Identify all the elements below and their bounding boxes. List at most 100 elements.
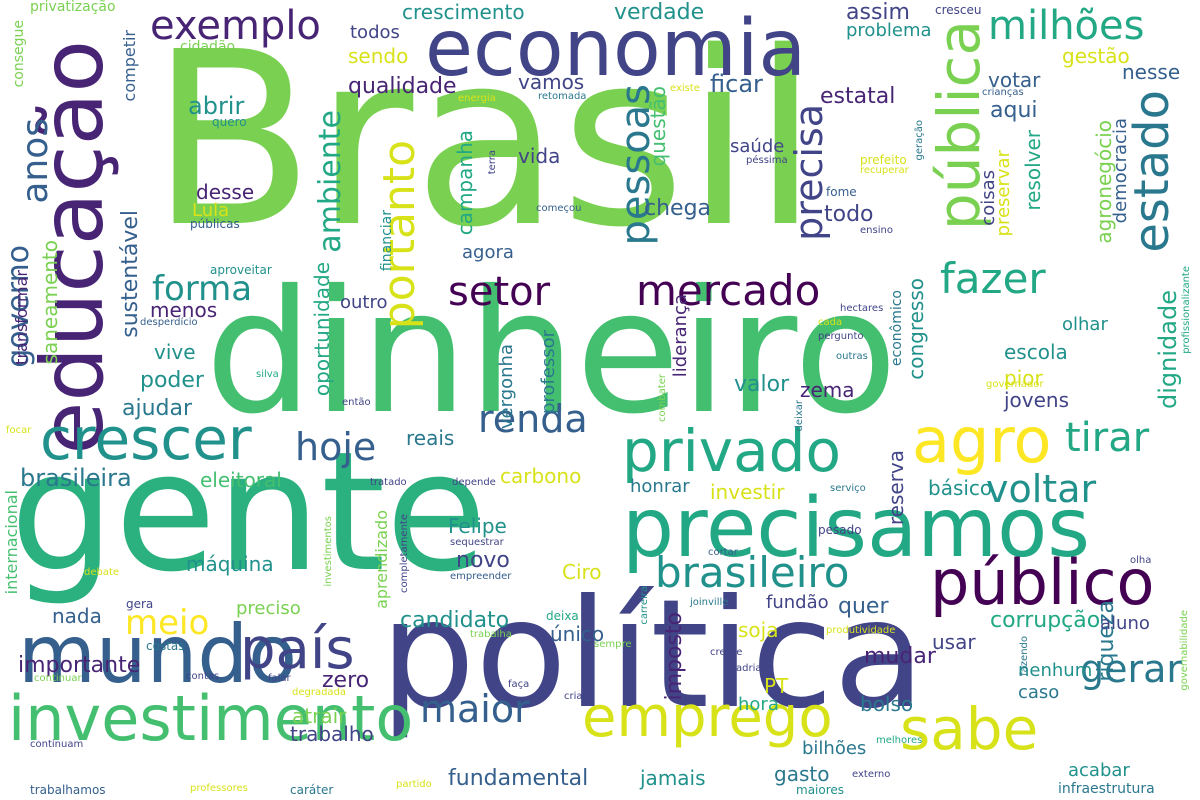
word-terra: terra [487,150,498,175]
word-completamente: completamente [399,514,410,593]
word-acabar: acabar [1068,760,1130,781]
word-investimento: investimento [8,682,414,755]
word-gasto: gasto [774,762,830,786]
word-ciro: Ciro [562,560,602,584]
word-pt: PT [764,674,789,698]
word-ajudar: ajudar [122,396,193,421]
word-estatal: estatal [820,84,896,109]
word-dinheiro: dinheiro [205,254,898,452]
word-novo: novo [456,548,510,573]
word-saude: saúde [730,136,785,157]
word-nenhum: nenhum [1018,660,1093,681]
word-entao: então [342,397,371,408]
word-zero: zero [322,668,370,693]
word-existe: existe [670,83,700,94]
word-depende: depende [452,477,496,488]
word-mudar: mudar [864,644,936,669]
word-pessima: péssima [746,155,788,166]
word-desperdicio: desperdício [140,317,198,328]
word-chega: chega [644,196,712,221]
word-sempre: sempre [594,639,632,650]
word-professor: professor [538,330,559,415]
word-corrupcao: corrupção [990,608,1101,633]
word-trabalha: trabalha [470,629,512,640]
word-sequestrar: sequestrar [450,537,504,548]
word-nesse: nesse [1122,60,1181,84]
word-eleitoral: eleitoral [200,468,282,492]
word-lula: Lula [192,200,230,221]
word-estado: estado [1124,90,1180,253]
word-infraestrutura: infraestrutura [1058,781,1155,797]
word-servico: serviço [830,483,866,494]
word-economia: economia [425,4,807,94]
word-aluno: aluno [1100,613,1150,634]
word-tratado: tratado [370,477,407,488]
word-debate: debate [84,567,120,578]
word-abrir: abrir [188,92,245,120]
word-governador: governador [986,379,1044,390]
word-ensino: ensino [860,225,893,236]
word-carreira: carreira [639,586,650,625]
word-felipe: Felipe [448,514,507,538]
word-publicas: públicas [190,217,240,231]
word-governabilidade: governabilidade [1179,610,1190,691]
word-deixar: deixar [794,400,805,432]
word-ficar: ficar [710,70,763,98]
word-gestao: gestão [1062,44,1130,68]
word-congresso: congresso [904,278,928,380]
word-joinville: joinville [690,597,729,608]
word-problema: problema [846,20,932,41]
word-poder: poder [140,368,204,393]
word-contas: contas [186,671,220,682]
word-cresce: cresce [710,647,743,658]
word-hoje: hoje [295,425,377,469]
word-olhar: olhar [1062,314,1108,335]
word-recuperar: recuperar [860,165,909,176]
word-maquina: máquina [186,552,274,576]
word-coisas: coisas [978,170,999,226]
word-dignidade: dignidade [1154,290,1182,409]
word-bilhoes: bilhões [802,738,867,759]
word-fazendo: fazendo [1019,636,1030,676]
word-trabalhamos: trabalhamos [30,783,106,797]
word-campanha: campanha [453,130,477,236]
word-produtividade: produtividade [826,625,896,636]
word-maior: maior [420,687,530,731]
word-questao: questão [646,86,670,167]
word-economico: econômico [889,290,905,367]
word-cortar: cortar [708,547,738,558]
word-empreender: empreender [450,571,512,582]
word-politica: política [380,568,926,742]
word-pais: país [240,617,355,682]
word-renda: renda [478,397,588,441]
word-pesado: pesado [818,523,862,537]
word-zema: zema [800,378,855,402]
word-setor: setor [448,269,551,315]
word-valor: valor [734,372,790,397]
word-falar: falar [268,673,291,684]
word-vamos: vamos [518,70,585,94]
word-assim: assim [846,0,910,25]
word-caso: caso [1018,682,1060,703]
word-faca: faça [508,679,530,690]
word-quer: quer [838,594,889,619]
word-olha: olha [1130,555,1152,566]
word-aproveitar: aproveitar [210,263,272,277]
word-lideranca: liderança [670,294,691,378]
word-democracia: democracia [1110,118,1131,224]
word-pergunto: pergunto [818,331,864,342]
word-investir: investir [710,480,785,504]
word-agro: agro [912,404,1052,477]
word-pior: pior [1004,366,1043,390]
word-criancas: crianças [982,87,1024,98]
word-fundao: fundão [766,592,829,613]
word-profissionalizante: profissionalizante [1181,266,1192,354]
word-hectares: hectares [840,303,884,314]
word-fazer: fazer [940,254,1046,303]
word-continuam: continuam [30,739,84,750]
word-sendo: sendo [348,44,409,68]
word-financiar: financiar [379,210,395,272]
word-crescimento: crescimento [402,0,525,24]
word-fundamental: fundamental [448,766,589,791]
word-bolso: bolso [860,692,914,716]
